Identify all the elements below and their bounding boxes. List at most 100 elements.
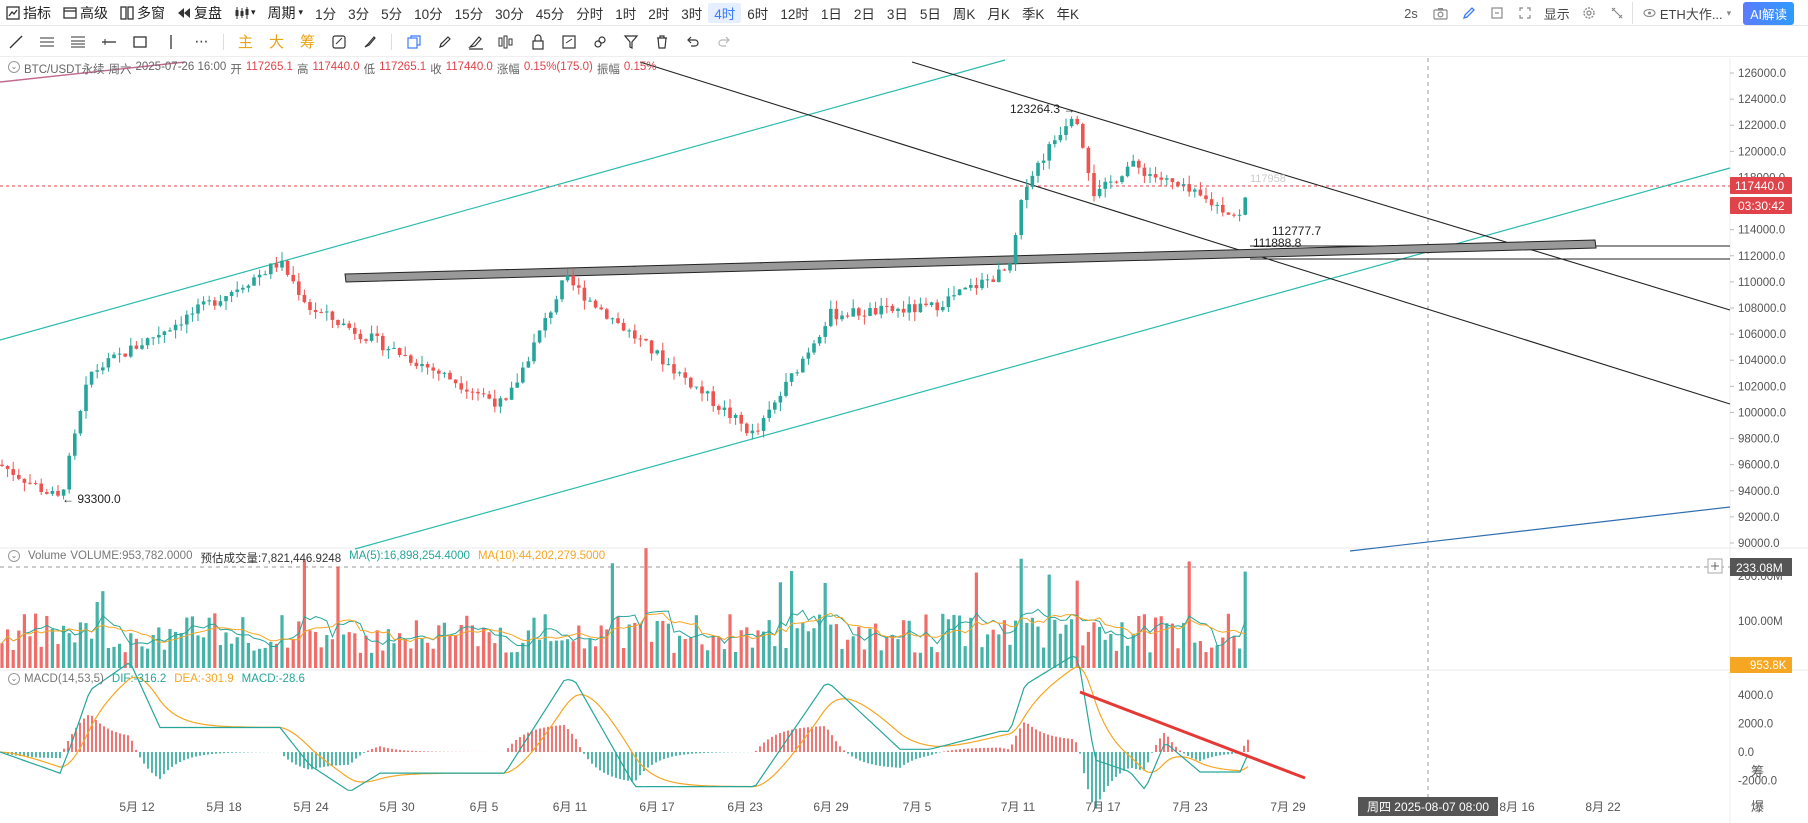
volume-bar xyxy=(1081,645,1085,668)
indicators-button[interactable]: 指标 xyxy=(0,0,57,26)
period-0[interactable]: 1分 xyxy=(315,6,337,22)
volume-bar xyxy=(963,646,967,668)
period-dropdown[interactable]: 周期 ▾ xyxy=(262,0,310,26)
period-11[interactable]: 4时 xyxy=(708,2,742,23)
horizontal-lines-tool-icon[interactable] xyxy=(31,27,62,57)
candle-body xyxy=(801,358,805,373)
period-14[interactable]: 1日 xyxy=(820,6,842,22)
vertical-line-tool-icon[interactable] xyxy=(155,27,186,57)
candle-body xyxy=(929,302,934,306)
collapse-icon[interactable]: ⌄ xyxy=(8,673,20,685)
period-4[interactable]: 15分 xyxy=(454,6,484,22)
period-16[interactable]: 3日 xyxy=(886,6,908,22)
lock-icon[interactable] xyxy=(522,27,553,57)
undo-icon[interactable] xyxy=(677,27,708,57)
candle-body xyxy=(767,409,771,419)
candle-type-button[interactable]: ▾ xyxy=(228,0,262,26)
toolbar-divider xyxy=(223,33,224,50)
period-1[interactable]: 3分 xyxy=(348,6,370,22)
brush-icon[interactable] xyxy=(354,27,385,57)
pencil-icon[interactable] xyxy=(1456,0,1482,26)
replay-button[interactable]: 复盘 xyxy=(171,0,228,26)
candle-body xyxy=(1187,184,1191,192)
trendline-tool-icon[interactable] xyxy=(0,27,31,57)
filter-icon[interactable] xyxy=(615,27,646,57)
candle-body xyxy=(269,263,273,275)
redo-icon[interactable] xyxy=(708,27,739,57)
link-icon[interactable] xyxy=(584,27,615,57)
trash-icon[interactable] xyxy=(646,27,677,57)
magnet-icon[interactable] xyxy=(323,27,354,57)
period-6[interactable]: 45分 xyxy=(535,6,565,22)
main-chart-toggle[interactable]: 主 xyxy=(237,34,253,51)
pen-icon[interactable] xyxy=(429,27,460,57)
volume-bar xyxy=(375,630,379,668)
big-order-toggle[interactable]: 大 xyxy=(268,34,284,51)
undo-box-icon[interactable] xyxy=(1484,0,1510,26)
period-5[interactable]: 30分 xyxy=(495,6,524,22)
chip-toggle[interactable]: 筹 xyxy=(299,34,315,51)
candle-body xyxy=(409,355,413,363)
ai-interpret-button[interactable]: AI解读 xyxy=(1743,1,1794,25)
layout-icon[interactable] xyxy=(1604,0,1630,26)
candle-body xyxy=(806,352,811,359)
candle-body xyxy=(633,330,637,339)
fib-tool-icon[interactable] xyxy=(62,27,93,57)
candle-body xyxy=(1131,160,1135,167)
highlighter-icon[interactable] xyxy=(460,27,491,57)
period-13[interactable]: 12时 xyxy=(780,6,809,22)
candle-body xyxy=(616,318,620,323)
period-10[interactable]: 3时 xyxy=(681,6,703,22)
horizontal-ray-tool-icon[interactable] xyxy=(93,27,124,57)
gear-icon[interactable] xyxy=(1576,0,1602,26)
period-8[interactable]: 1时 xyxy=(615,6,637,22)
volume-bar xyxy=(818,614,822,668)
volume-bar xyxy=(1114,650,1118,668)
collapse-icon[interactable]: ⌄ xyxy=(8,61,20,73)
expand-icon[interactable] xyxy=(1512,0,1538,26)
volume-bar xyxy=(101,591,105,668)
period-2[interactable]: 5分 xyxy=(381,6,403,22)
volume-bar xyxy=(930,646,934,668)
volume-bar xyxy=(588,638,592,668)
volume-bar xyxy=(465,615,469,668)
pattern-icon[interactable] xyxy=(491,27,522,57)
refresh-rate[interactable]: 2s xyxy=(1404,5,1418,21)
period-20[interactable]: 季K xyxy=(1021,6,1045,22)
candle-body xyxy=(526,361,531,368)
rectangle-tool-icon[interactable] xyxy=(124,27,155,57)
candle-body xyxy=(1159,177,1163,180)
period-18[interactable]: 周K xyxy=(952,6,976,22)
price-chart[interactable]: 126000.0124000.0122000.0120000.0118000.0… xyxy=(0,58,1808,823)
advanced-button[interactable]: 高级 xyxy=(57,0,114,26)
price-tick-label: 98000.0 xyxy=(1738,434,1780,446)
period-15[interactable]: 2日 xyxy=(853,6,875,22)
candle-body xyxy=(78,410,83,434)
period-3[interactable]: 10分 xyxy=(414,6,443,22)
copy-icon[interactable] xyxy=(398,27,429,57)
multi-window-button[interactable]: 多窗 xyxy=(114,0,171,26)
period-19[interactable]: 月K xyxy=(987,6,1010,22)
period-17[interactable]: 5日 xyxy=(919,6,941,22)
period-9[interactable]: 2时 xyxy=(648,6,670,22)
display-button[interactable]: 显示 xyxy=(1543,6,1570,22)
period-12[interactable]: 6时 xyxy=(747,6,769,22)
volume-bar xyxy=(1193,642,1197,668)
high-value: 117440.0 xyxy=(312,61,360,73)
candle-body xyxy=(560,280,564,300)
candle-body xyxy=(5,465,10,470)
note-icon[interactable] xyxy=(553,27,584,57)
more-tools-icon[interactable]: ⋯ xyxy=(194,33,209,49)
period-7[interactable]: 分时 xyxy=(576,6,604,22)
camera-icon[interactable] xyxy=(1428,0,1454,26)
collapse-icon[interactable]: ⌄ xyxy=(8,550,20,562)
candle-body xyxy=(1109,181,1113,183)
symbol-select[interactable]: ETH大作... ▾ xyxy=(1631,2,1741,24)
price-tick-label: 110000.0 xyxy=(1738,277,1785,289)
volume-bar xyxy=(1047,574,1051,668)
candle-body xyxy=(386,348,391,351)
price-tick-label: 90000.0 xyxy=(1738,538,1780,550)
volume-bar xyxy=(0,643,4,668)
candle-body xyxy=(521,367,525,383)
period-21[interactable]: 年K xyxy=(1056,6,1079,22)
